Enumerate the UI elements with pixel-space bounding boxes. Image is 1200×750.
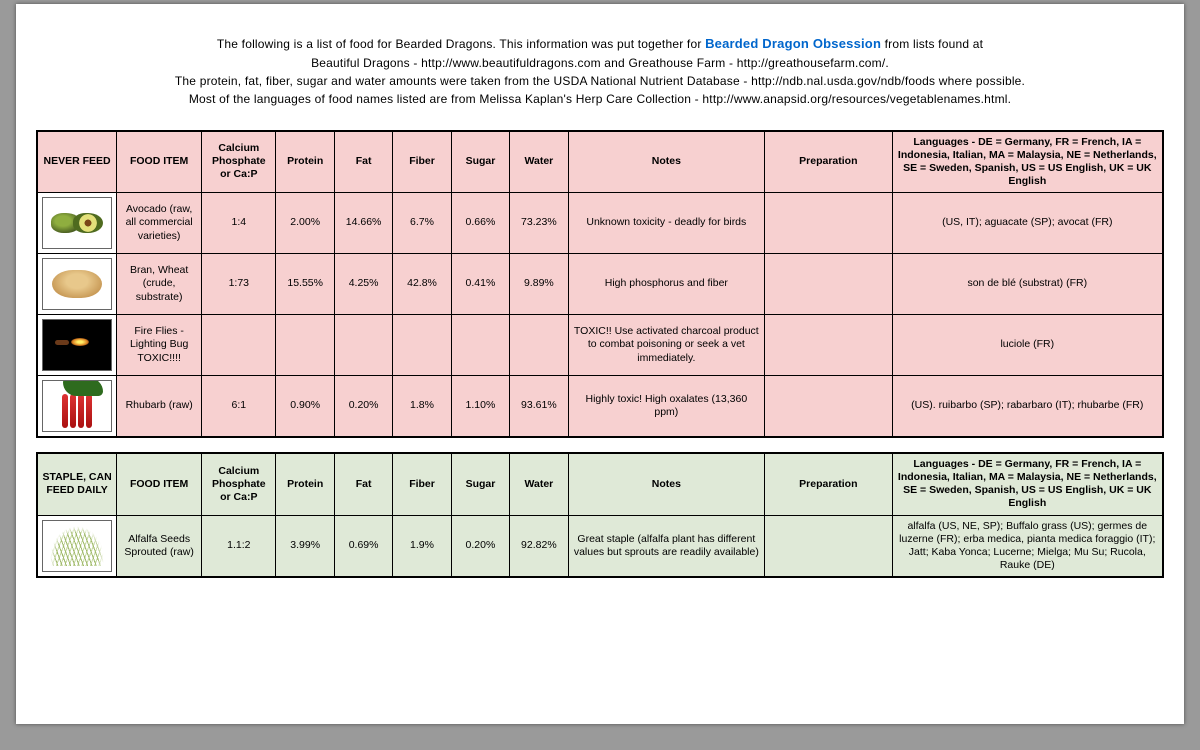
col-water: Water (510, 453, 568, 515)
cell-lang: alfalfa (US, NE, SP); Buffalo grass (US)… (892, 515, 1163, 577)
document-page: The following is a list of food for Bear… (16, 4, 1184, 724)
cell-lang: luciole (FR) (892, 315, 1163, 376)
col-cap: Calcium Phosphate or Ca:P (202, 131, 276, 193)
col-food-item: FOOD ITEM (117, 131, 202, 193)
cell-prep (765, 515, 892, 577)
table-row: Alfalfa Seeds Sprouted (raw)1.1:23.99%0.… (37, 515, 1163, 577)
intro-line3: The protein, fat, fiber, sugar and water… (175, 74, 1025, 88)
cell-prep (765, 193, 892, 254)
intro-line4: Most of the languages of food names list… (189, 92, 1011, 106)
col-water: Water (510, 131, 568, 193)
cell-item: Rhubarb (raw) (117, 376, 202, 438)
col-languages: Languages - DE = Germany, FR = French, I… (892, 131, 1163, 193)
cell-water (510, 315, 568, 376)
cell-notes: TOXIC!! Use activated charcoal product t… (568, 315, 765, 376)
cell-protein: 2.00% (276, 193, 334, 254)
table-row: Fire Flies - Lighting Bug TOXIC!!!! TOXIC… (37, 315, 1163, 376)
col-languages: Languages - DE = Germany, FR = French, I… (892, 453, 1163, 515)
cell-fat (334, 315, 392, 376)
col-fiber: Fiber (393, 131, 451, 193)
cell-sugar: 0.20% (451, 515, 509, 577)
cell-sugar: 1.10% (451, 376, 509, 438)
tables-container: NEVER FEEDFOOD ITEMCalcium Phosphate or … (36, 130, 1164, 579)
intro-text: The following is a list of food for Bear… (36, 34, 1164, 108)
cell-notes: Unknown toxicity - deadly for birds (568, 193, 765, 254)
food-thumb (37, 193, 117, 254)
intro-line1b: from lists found at (885, 37, 984, 51)
cell-item: Bran, Wheat (crude, substrate) (117, 254, 202, 315)
cell-fiber: 6.7% (393, 193, 451, 254)
food-thumb (37, 254, 117, 315)
intro-line1a: The following is a list of food for Bear… (217, 37, 705, 51)
cell-lang: (US, IT); aguacate (SP); avocat (FR) (892, 193, 1163, 254)
cell-notes: Highly toxic! High oxalates (13,360 ppm) (568, 376, 765, 438)
food-thumb (37, 515, 117, 577)
cell-item: Avocado (raw, all commercial varieties) (117, 193, 202, 254)
cell-protein: 15.55% (276, 254, 334, 315)
cell-fat: 4.25% (334, 254, 392, 315)
cell-protein: 3.99% (276, 515, 334, 577)
col-prep: Preparation (765, 131, 892, 193)
cell-fiber: 1.8% (393, 376, 451, 438)
cell-fat: 0.69% (334, 515, 392, 577)
cell-item: Fire Flies - Lighting Bug TOXIC!!!! (117, 315, 202, 376)
col-protein: Protein (276, 453, 334, 515)
cell-prep (765, 254, 892, 315)
cell-sugar: 0.66% (451, 193, 509, 254)
food-table-staple: STAPLE, CAN FEED DAILYFOOD ITEMCalcium P… (36, 452, 1164, 578)
cell-cap (202, 315, 276, 376)
cell-prep (765, 315, 892, 376)
cell-water: 92.82% (510, 515, 568, 577)
cell-fat: 14.66% (334, 193, 392, 254)
cell-cap: 1.1:2 (202, 515, 276, 577)
col-sugar: Sugar (451, 131, 509, 193)
col-notes: Notes (568, 131, 765, 193)
cell-lang: (US). ruibarbo (SP); rabarbaro (IT); rhu… (892, 376, 1163, 438)
cell-sugar: 0.41% (451, 254, 509, 315)
cell-notes: Great staple (alfalfa plant has differen… (568, 515, 765, 577)
cell-protein: 0.90% (276, 376, 334, 438)
food-thumb (37, 315, 117, 376)
cell-water: 93.61% (510, 376, 568, 438)
cell-prep (765, 376, 892, 438)
cell-fiber: 42.8% (393, 254, 451, 315)
cell-sugar (451, 315, 509, 376)
intro-line2: Beautiful Dragons - http://www.beautiful… (311, 56, 889, 70)
cell-fiber (393, 315, 451, 376)
table-row: Avocado (raw, all commercial varieties)1… (37, 193, 1163, 254)
col-fat: Fat (334, 131, 392, 193)
cell-cap: 1:73 (202, 254, 276, 315)
table-row: Bran, Wheat (crude, substrate)1:7315.55%… (37, 254, 1163, 315)
brand-name: Bearded Dragon Obsession (705, 36, 881, 51)
table-row: Rhubarb (raw)6:10.90%0.20%1.8%1.10%93.61… (37, 376, 1163, 438)
col-food-item: FOOD ITEM (117, 453, 202, 515)
col-fiber: Fiber (393, 453, 451, 515)
cell-cap: 6:1 (202, 376, 276, 438)
cell-water: 73.23% (510, 193, 568, 254)
food-table-never: NEVER FEEDFOOD ITEMCalcium Phosphate or … (36, 130, 1164, 439)
cell-notes: High phosphorus and fiber (568, 254, 765, 315)
col-fat: Fat (334, 453, 392, 515)
col-cap: Calcium Phosphate or Ca:P (202, 453, 276, 515)
cell-item: Alfalfa Seeds Sprouted (raw) (117, 515, 202, 577)
food-thumb (37, 376, 117, 438)
cell-water: 9.89% (510, 254, 568, 315)
section-header: NEVER FEED (37, 131, 117, 193)
col-protein: Protein (276, 131, 334, 193)
cell-fiber: 1.9% (393, 515, 451, 577)
cell-protein (276, 315, 334, 376)
cell-cap: 1:4 (202, 193, 276, 254)
col-sugar: Sugar (451, 453, 509, 515)
section-header: STAPLE, CAN FEED DAILY (37, 453, 117, 515)
col-notes: Notes (568, 453, 765, 515)
col-prep: Preparation (765, 453, 892, 515)
cell-lang: son de blé (substrat) (FR) (892, 254, 1163, 315)
cell-fat: 0.20% (334, 376, 392, 438)
